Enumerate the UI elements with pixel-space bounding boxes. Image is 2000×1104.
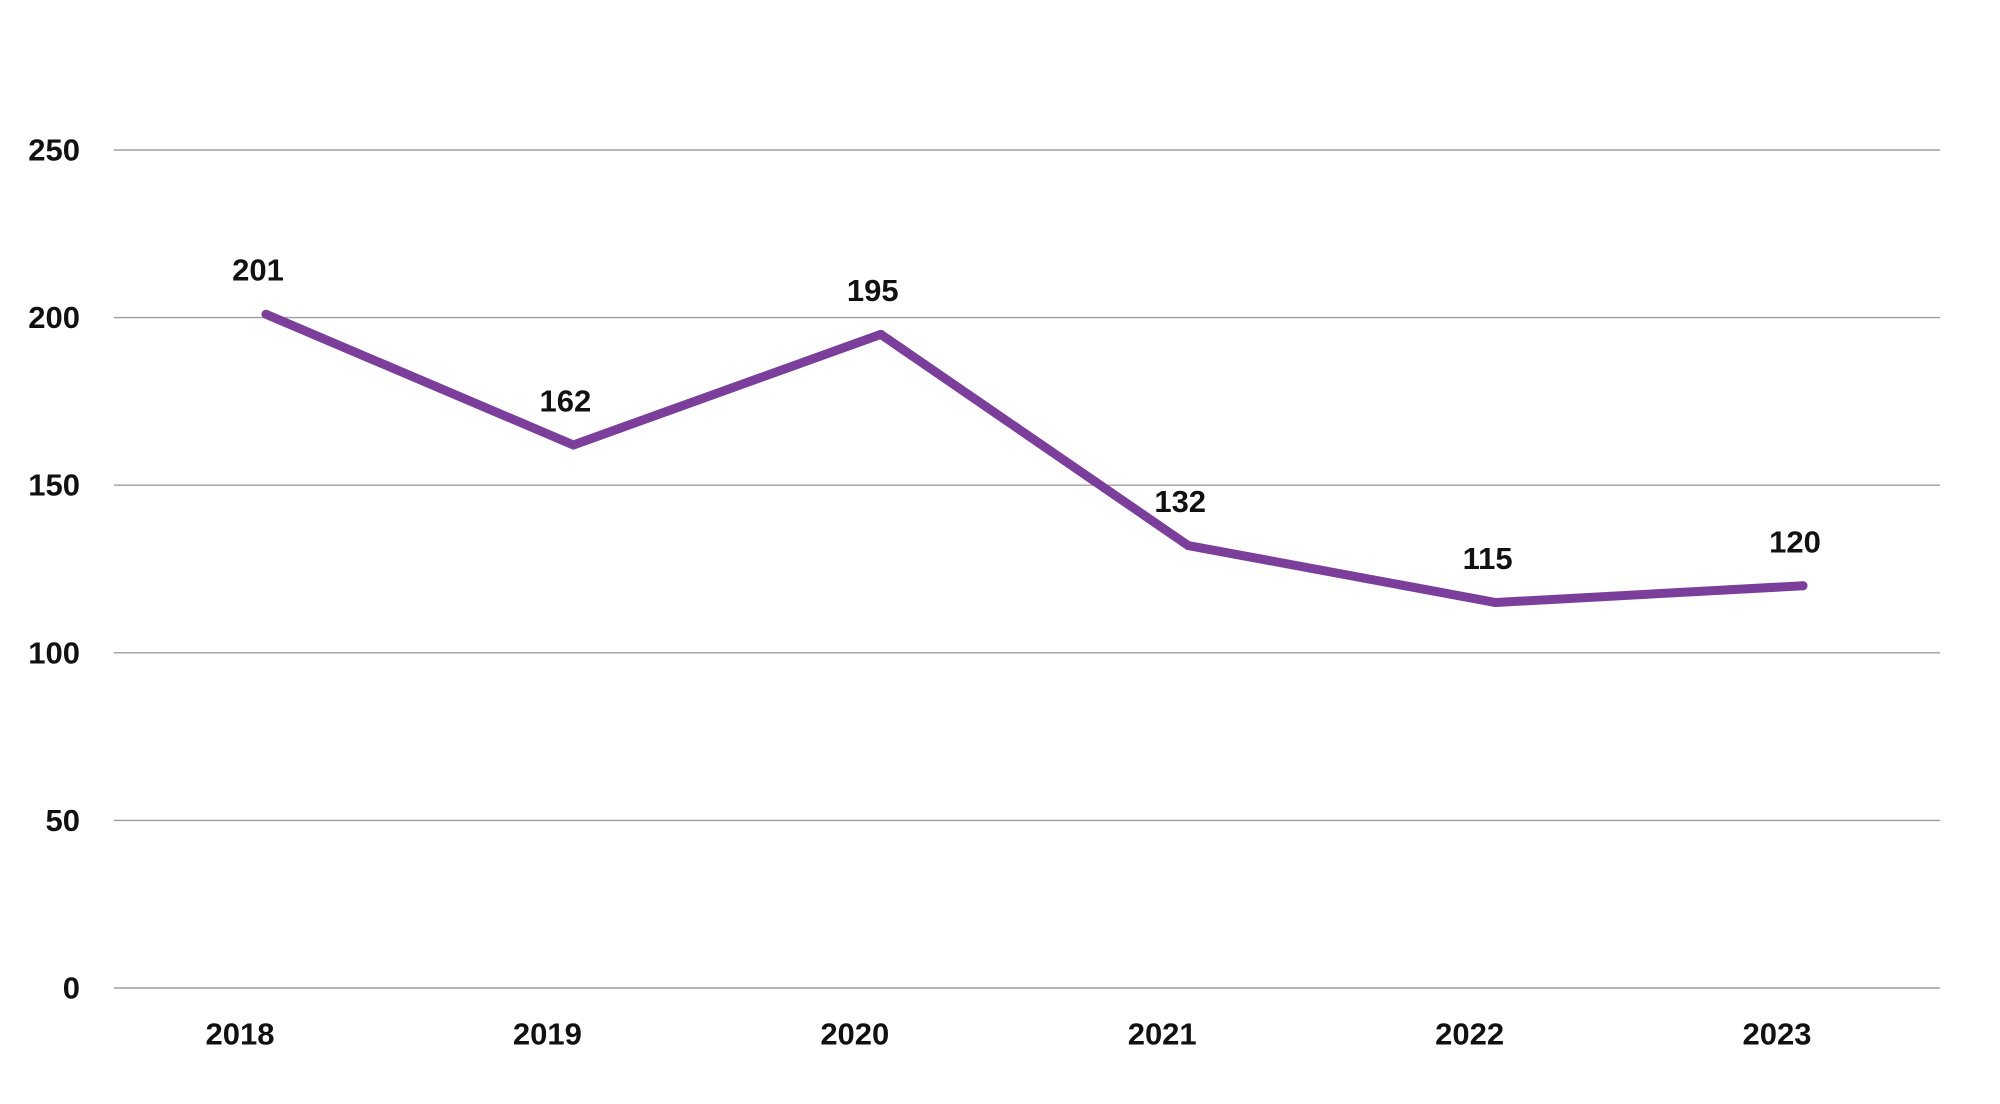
y-axis-tick-labels: 0 50 100 150 200 250 [28, 133, 80, 1006]
data-point-2021 [1183, 541, 1193, 551]
x-axis-tick-labels: 2018 2019 2020 2021 2022 2023 [206, 1017, 1812, 1052]
y-tick-label-100: 100 [28, 635, 80, 670]
data-point-2018 [261, 309, 271, 319]
series-line-0 [261, 309, 1808, 608]
y-tick-label-50: 50 [46, 803, 80, 838]
x-tick-label-2022: 2022 [1435, 1017, 1504, 1052]
y-tick-label-0: 0 [63, 971, 80, 1006]
data-label-2018: 201 [232, 253, 284, 288]
data-label-2022: 115 [1463, 541, 1513, 576]
data-point-2022 [1491, 598, 1501, 608]
data-labels: 201 162 195 132 115 120 [232, 253, 1821, 576]
data-point-2023 [1798, 581, 1808, 591]
data-label-2019: 162 [540, 383, 592, 418]
x-tick-label-2020: 2020 [820, 1017, 889, 1052]
y-tick-label-200: 200 [28, 300, 80, 335]
x-tick-label-2021: 2021 [1128, 1017, 1197, 1052]
data-label-2020: 195 [847, 273, 899, 308]
data-point-2020 [876, 329, 886, 339]
x-tick-label-2019: 2019 [513, 1017, 582, 1052]
y-tick-label-250: 250 [28, 133, 80, 168]
gridlines [114, 149, 1940, 989]
data-point-2019 [568, 440, 578, 450]
data-label-2021: 132 [1154, 484, 1206, 519]
y-tick-label-150: 150 [28, 468, 80, 503]
x-tick-label-2018: 2018 [206, 1017, 275, 1052]
series-layer [261, 309, 1808, 608]
x-tick-label-2023: 2023 [1743, 1017, 1812, 1052]
data-label-2023: 120 [1769, 524, 1821, 559]
